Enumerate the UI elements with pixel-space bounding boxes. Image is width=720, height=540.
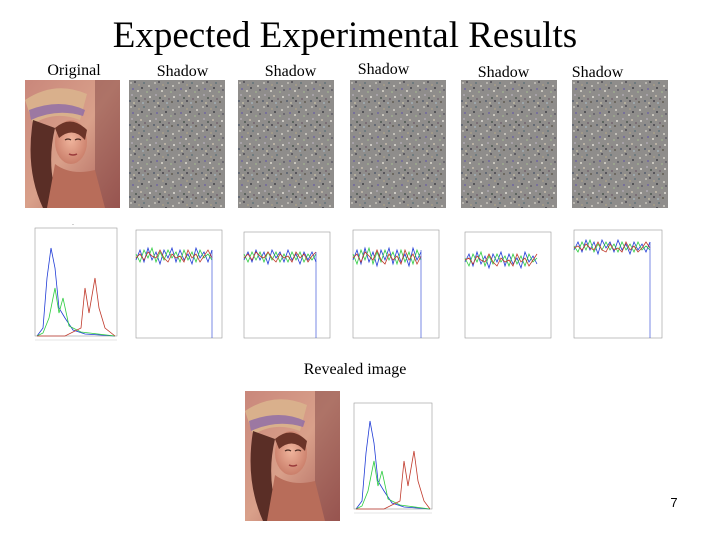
histogram-shadow2 (236, 222, 334, 348)
histogram-revealed (344, 393, 436, 521)
page-number: 7 (670, 495, 678, 510)
shadow-image2 (238, 80, 334, 208)
shadow-image1 (129, 80, 225, 208)
caption-line: Shadow (477, 64, 530, 81)
caption-line: Shadow (571, 64, 624, 81)
caption-line: Original (47, 62, 101, 79)
original-image (25, 80, 120, 208)
caption-line: Shadow (156, 63, 209, 80)
slide-title: Expected Experimental Results (112, 15, 578, 56)
revealed-image-caption: Revealed image (303, 361, 407, 378)
shadow-image5 (572, 80, 668, 208)
histogram-shadow4 (457, 222, 555, 348)
shadow-image4 (461, 80, 557, 208)
histogram-shadow3 (345, 220, 443, 348)
svg-text:~: ~ (72, 222, 75, 227)
histogram-original: ~ (25, 218, 121, 348)
revealed-image (245, 391, 340, 521)
caption-line: Shadow (264, 63, 317, 80)
shadow-image3 (350, 80, 446, 208)
caption-line: Shadow (357, 61, 410, 78)
histogram-shadow5 (566, 220, 666, 348)
histogram-shadow1 (128, 220, 226, 348)
